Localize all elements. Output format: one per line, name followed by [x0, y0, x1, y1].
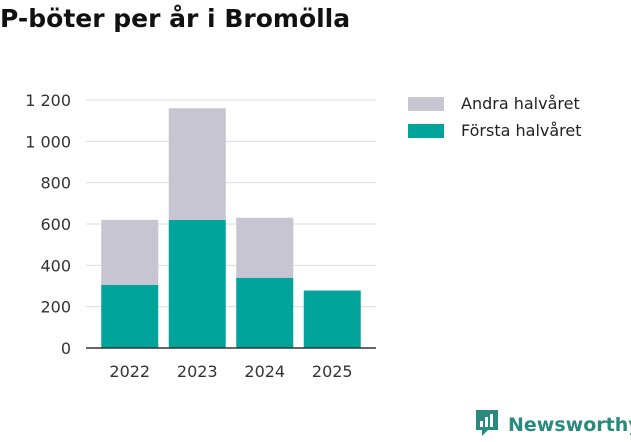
bar-2025-series-0 [303, 290, 361, 348]
y-tick-label-600: 600 [40, 215, 71, 234]
bar-2022-series-0 [101, 284, 159, 348]
legend: Andra halvåret Första halvåret [408, 90, 582, 144]
y-tick-label-200: 200 [40, 298, 71, 317]
brand-name: Newsworthy [508, 414, 631, 436]
brand-logo[interactable]: Newsworthy [474, 408, 631, 442]
y-tick-label-1000: 1 000 [25, 132, 71, 151]
bar-2023-series-1 [168, 108, 226, 220]
legend-swatch-andra [408, 96, 444, 111]
legend-item-andra: Andra halvåret [408, 90, 582, 117]
bar-2024-series-1 [236, 217, 294, 278]
legend-item-forsta: Första halvåret [408, 117, 582, 144]
bar-2022-series-1 [101, 219, 159, 285]
x-tick-label-2024: 2024 [244, 362, 285, 381]
x-tick-label-2025: 2025 [312, 362, 353, 381]
x-tick-label-2022: 2022 [109, 362, 150, 381]
newsworthy-logo-icon [474, 408, 500, 442]
y-tick-label-1200: 1 200 [25, 91, 71, 110]
y-tick-label-400: 400 [40, 256, 71, 275]
legend-label-forsta: Första halvåret [461, 121, 582, 140]
legend-swatch-forsta [408, 123, 444, 138]
bar-2024-series-0 [236, 277, 294, 348]
chart-title: P-böter per år i Bromölla [0, 4, 351, 33]
x-tick-label-2023: 2023 [177, 362, 218, 381]
bar-2023-series-0 [168, 219, 226, 348]
y-tick-label-0: 0 [61, 339, 71, 358]
y-tick-label-800: 800 [40, 174, 71, 193]
legend-label-andra: Andra halvåret [461, 94, 580, 113]
